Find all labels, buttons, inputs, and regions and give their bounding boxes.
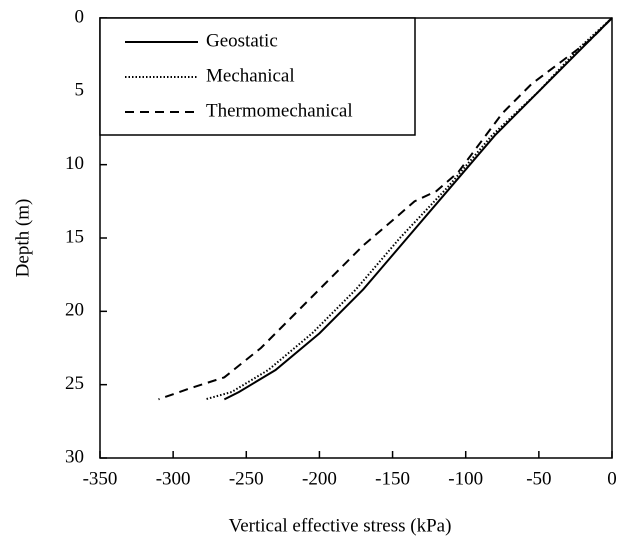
y-tick-label: 30 — [65, 446, 84, 467]
series-line — [223, 17, 613, 401]
x-tick-label: -100 — [448, 468, 483, 489]
x-tick-label: -350 — [83, 468, 118, 489]
x-tick-label: -250 — [229, 468, 264, 489]
y-tick-label: 15 — [65, 226, 84, 247]
legend-label: Thermomechanical — [206, 100, 353, 121]
x-axis-label: Vertical effective stress (kPa) — [229, 515, 452, 536]
y-axis-label: Depth (m) — [12, 199, 33, 278]
y-tick-label: 25 — [65, 373, 84, 394]
x-tick-label: -150 — [375, 468, 410, 489]
series-line — [158, 17, 613, 401]
y-tick-label: 10 — [65, 153, 84, 174]
legend-label: Geostatic — [206, 30, 278, 51]
y-tick-label: 0 — [75, 6, 85, 27]
x-tick-label: 0 — [607, 468, 617, 489]
series-line — [205, 17, 613, 401]
x-tick-label: -200 — [302, 468, 337, 489]
x-tick-label: -300 — [156, 468, 191, 489]
legend-label: Mechanical — [206, 65, 295, 86]
legend-box — [99, 17, 416, 136]
x-tick-label: -50 — [526, 468, 551, 489]
y-tick-label: 5 — [75, 80, 85, 101]
y-tick-label: 20 — [65, 300, 84, 321]
